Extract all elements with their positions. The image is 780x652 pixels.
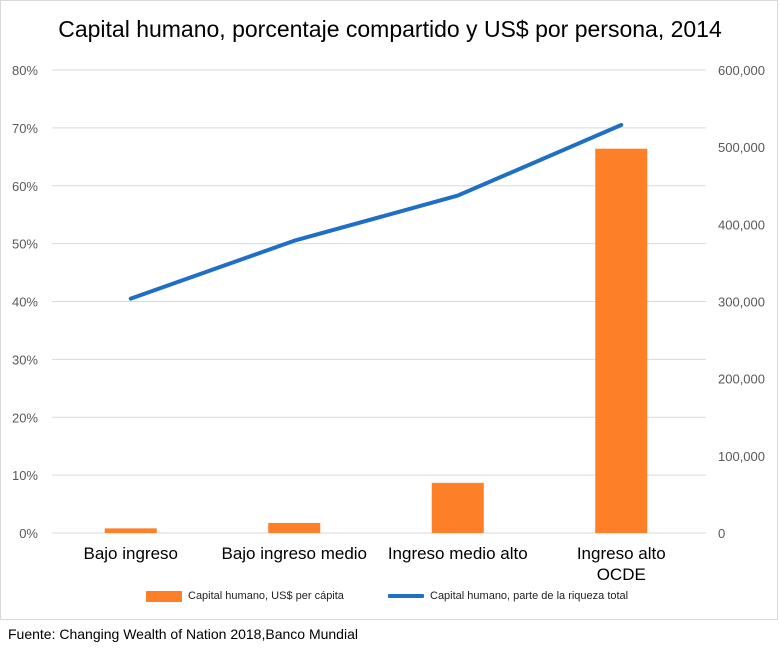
bar bbox=[431, 482, 484, 533]
y-right-tick-label: 600,000 bbox=[718, 63, 765, 78]
legend-item-bars: Capital humano, US$ per cápita bbox=[146, 590, 344, 602]
x-tick-label: Ingreso alto bbox=[577, 544, 666, 563]
chart-frame bbox=[0, 0, 778, 620]
legend-label-line: Capital humano, parte de la riqueza tota… bbox=[430, 590, 629, 602]
y-right-tick-label: 500,000 bbox=[718, 140, 765, 155]
x-tick-label: Ingreso medio alto bbox=[388, 544, 528, 563]
y-left-tick-label: 50% bbox=[12, 237, 38, 252]
x-tick-label: OCDE bbox=[597, 565, 646, 584]
legend-swatch-bars bbox=[146, 590, 182, 602]
bar bbox=[268, 522, 321, 533]
y-right-tick-label: 100,000 bbox=[718, 449, 765, 464]
y-right-tick-label: 300,000 bbox=[718, 295, 765, 310]
legend-swatch-line bbox=[388, 594, 424, 598]
y-left-tick-label: 60% bbox=[12, 179, 38, 194]
y-left-tick-label: 40% bbox=[12, 295, 38, 310]
y-left-tick-label: 70% bbox=[12, 121, 38, 136]
x-tick-label: Bajo ingreso bbox=[83, 544, 178, 563]
chart-title: Capital humano, porcentaje compartido y … bbox=[58, 16, 722, 42]
legend-item-line: Capital humano, parte de la riqueza tota… bbox=[388, 590, 628, 602]
source-note: Fuente: Changing Wealth of Nation 2018,B… bbox=[8, 626, 358, 642]
y-left-tick-label: 20% bbox=[12, 410, 38, 425]
y-left-tick-label: 80% bbox=[12, 63, 38, 78]
y-left-tick-label: 10% bbox=[12, 468, 38, 483]
y-left-tick-label: 0% bbox=[19, 526, 38, 541]
y-left-tick-label: 30% bbox=[12, 352, 38, 367]
y-right-tick-label: 0 bbox=[718, 526, 725, 541]
x-tick-label: Bajo ingreso medio bbox=[221, 544, 367, 563]
legend-label-bars: Capital humano, US$ per cápita bbox=[188, 590, 344, 602]
bar bbox=[595, 148, 648, 533]
y-right-tick-label: 200,000 bbox=[718, 372, 765, 387]
bar bbox=[104, 528, 157, 533]
line-series bbox=[128, 122, 624, 301]
y-right-tick-label: 400,000 bbox=[718, 217, 765, 232]
